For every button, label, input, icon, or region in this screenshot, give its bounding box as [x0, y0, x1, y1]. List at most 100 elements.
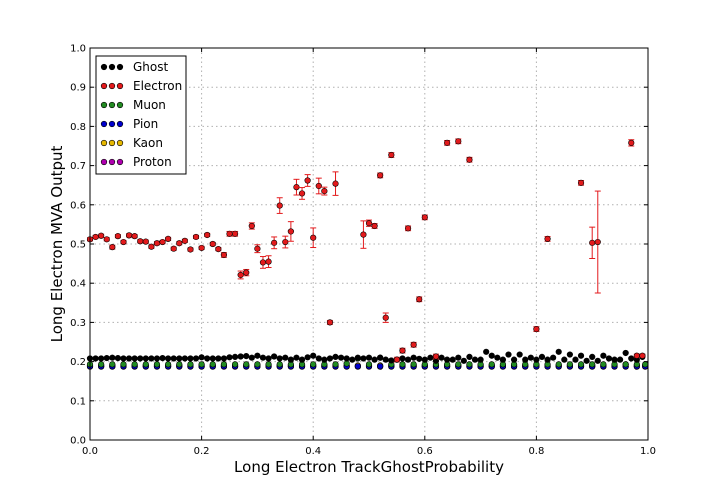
- ghost-point: [449, 356, 456, 363]
- electron-point: [315, 182, 322, 190]
- ghost-point: [377, 354, 384, 361]
- ghost-point: [304, 354, 311, 361]
- ghost-point: [622, 349, 629, 357]
- muon-point: [120, 361, 127, 368]
- ghost-point: [287, 356, 294, 363]
- ghost-point: [460, 357, 467, 364]
- ghost-point: [276, 355, 283, 362]
- electron-point: [276, 202, 283, 209]
- electron-point: [466, 156, 473, 163]
- axis-ticks: 0.0 0.2 0.4 0.6 0.8 1.0 0.0 0.1 0.2 0.3 0.4 0.5 0.6 0…: [70, 44, 656, 458]
- muon-point: [600, 361, 607, 368]
- legend-marker: [116, 63, 124, 71]
- electron-point: [92, 233, 99, 241]
- ghost-point: [382, 356, 389, 363]
- electron-point: [142, 238, 149, 245]
- electron-point: [220, 251, 228, 259]
- electron-point: [365, 220, 373, 227]
- electron-point: [421, 214, 428, 221]
- legend-marker: [108, 82, 116, 90]
- electron-point: [628, 139, 635, 146]
- electron-point: [204, 231, 211, 239]
- electron-point: [231, 230, 239, 237]
- x-tick-label: 1.0: [640, 446, 656, 457]
- y-tick-label: 0.3: [70, 318, 86, 329]
- ghost-point: [332, 353, 339, 360]
- electron-point: [248, 222, 255, 230]
- ghost-point: [477, 356, 484, 363]
- electron-point: [265, 258, 272, 265]
- muon-point: [332, 361, 339, 368]
- muon-point: [109, 361, 116, 368]
- ghost-point: [215, 355, 222, 362]
- ghost-point: [142, 355, 149, 362]
- electron-point: [377, 172, 384, 179]
- ghost-point: [555, 348, 562, 355]
- series-electron: [86, 138, 646, 363]
- ghost-point: [427, 354, 434, 361]
- electron-point: [455, 138, 462, 145]
- legend-marker: [108, 120, 116, 128]
- ghost-point: [187, 355, 194, 362]
- electron-point: [237, 271, 244, 279]
- ghost-point: [410, 354, 417, 361]
- legend-marker: [100, 82, 108, 90]
- electron-point: [293, 184, 300, 191]
- ghost-point: [510, 356, 518, 363]
- muon-point: [622, 361, 629, 368]
- ghost-point: [438, 354, 445, 361]
- muon-point: [642, 361, 649, 368]
- ghost-point: [170, 355, 177, 362]
- electron-point: [170, 245, 177, 252]
- muon-point: [365, 361, 373, 368]
- electron-point: [382, 314, 389, 321]
- electron-point: [187, 246, 194, 253]
- electron-point: [215, 245, 222, 253]
- legend-marker: [116, 158, 124, 166]
- legend-item-electron: Electron: [100, 79, 182, 93]
- muon-point: [577, 361, 585, 368]
- ghost-point: [198, 354, 205, 361]
- x-tick-label: 0.2: [194, 446, 210, 457]
- legend-label: Pion: [133, 117, 158, 131]
- ghost-point: [248, 354, 255, 361]
- muon-point: [231, 361, 239, 368]
- electron-point: [310, 234, 317, 241]
- ghost-point: [455, 354, 462, 361]
- ghost-point: [109, 354, 116, 361]
- ghost-point: [483, 348, 490, 355]
- series-ghost: [86, 348, 646, 364]
- electron-point: [192, 233, 200, 241]
- ghost-point: [522, 356, 529, 363]
- legend-marker: [116, 139, 124, 147]
- muon-point: [265, 361, 272, 368]
- y-tick-label: 0.7: [70, 161, 86, 172]
- y-tick-label: 0.5: [70, 240, 86, 251]
- muon-point: [589, 361, 596, 368]
- ghost-point: [421, 356, 428, 363]
- muon-point: [198, 361, 205, 368]
- electron-point: [577, 179, 585, 186]
- electron-point: [533, 325, 540, 333]
- ghost-point: [388, 357, 395, 364]
- legend-item-kaon: Kaon: [100, 136, 163, 150]
- ghost-point: [404, 356, 412, 363]
- electron-point: [404, 225, 412, 232]
- ghost-point: [321, 356, 328, 363]
- ghost-point: [371, 356, 378, 363]
- ghost-point: [365, 354, 373, 361]
- electron-point: [254, 245, 261, 252]
- legend-marker: [108, 63, 116, 71]
- electron-point: [165, 235, 172, 243]
- ghost-point: [561, 356, 568, 363]
- ghost-point: [254, 352, 261, 359]
- electron-point: [321, 187, 328, 195]
- electron-point: [432, 353, 440, 360]
- muon-point: [209, 361, 216, 368]
- ghost-point: [192, 355, 200, 362]
- muon-point: [176, 361, 183, 368]
- electron-point: [148, 243, 155, 250]
- legend-marker: [100, 139, 108, 147]
- legend-marker: [108, 139, 116, 147]
